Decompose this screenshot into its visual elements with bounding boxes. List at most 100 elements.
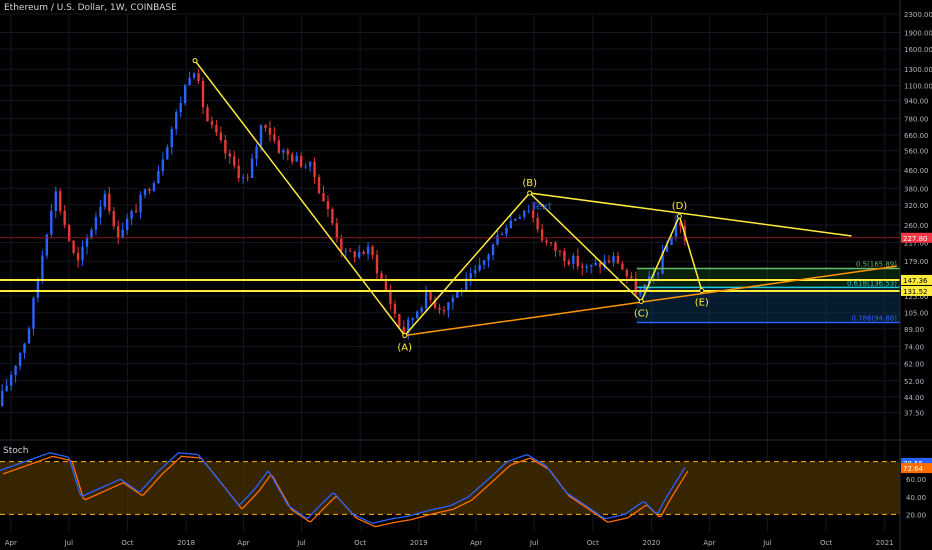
time-tick-label: Jul <box>762 539 772 547</box>
time-tick-label: 2020 <box>643 539 661 547</box>
candle-body <box>536 217 539 230</box>
candle-body <box>465 278 468 291</box>
candle-body <box>273 134 276 141</box>
candle-body <box>523 210 526 217</box>
candle-body <box>456 291 459 298</box>
candle-body <box>5 385 8 391</box>
price-label-text: 227.80 <box>903 235 928 243</box>
candle-body <box>14 365 17 376</box>
candle-body <box>241 177 245 179</box>
candle-body <box>179 102 182 113</box>
candle-body <box>670 236 673 245</box>
candle-body <box>384 278 388 291</box>
candle-body <box>304 166 307 168</box>
pattern-point-marker[interactable] <box>676 213 682 219</box>
pattern-point-label: (C) <box>634 308 649 319</box>
oscillator-band <box>0 461 900 515</box>
candle-body <box>18 353 22 366</box>
candle-body <box>9 375 13 386</box>
candle-body <box>576 255 579 267</box>
candle-body <box>661 251 664 274</box>
price-tick-label: 37.50 <box>904 409 924 417</box>
time-tick-label: Apr <box>470 539 482 547</box>
candle-body <box>585 266 588 268</box>
candle-body <box>567 261 571 265</box>
pattern-point-marker[interactable] <box>402 333 408 339</box>
oscillator-tick-label: 20.00 <box>906 511 926 519</box>
price-tick-label: 1900.00 <box>904 29 932 37</box>
candle-body <box>407 319 410 334</box>
candle-body <box>424 291 428 309</box>
fib-zone-upper <box>636 268 900 288</box>
time-tick-label: Oct <box>820 539 832 547</box>
candle-body <box>63 210 66 226</box>
trendline <box>404 265 897 337</box>
candle-body <box>589 264 593 267</box>
pattern-point-marker[interactable] <box>527 190 533 196</box>
price-tick-label: 74.00 <box>904 344 924 352</box>
price-label-text: 147.36 <box>903 277 928 285</box>
candle-body <box>679 221 682 226</box>
time-tick-label: 2018 <box>177 539 195 547</box>
candle-body <box>616 256 620 264</box>
candle-body <box>157 171 160 184</box>
oscillator-value-text: 72.64 <box>903 465 924 473</box>
price-label-box <box>901 232 932 243</box>
candle-body <box>246 177 249 179</box>
candle-body <box>429 291 432 300</box>
candle-body <box>175 112 178 130</box>
candle-body <box>152 183 156 191</box>
candle-body <box>94 217 98 230</box>
candle-body <box>197 73 200 81</box>
price-tick-label: 1600.00 <box>904 46 932 54</box>
candle-body <box>36 278 40 298</box>
candle-body <box>545 240 548 243</box>
candle-body <box>299 155 303 167</box>
price-tick-label: 89.00 <box>904 326 924 334</box>
pattern-point-marker[interactable] <box>638 298 644 304</box>
candle-body <box>482 260 486 265</box>
candle-body <box>32 297 35 329</box>
candle-body <box>527 210 530 212</box>
pattern-point-marker[interactable] <box>699 288 705 294</box>
candle-body <box>514 218 517 221</box>
time-tick-label: Oct <box>354 539 366 547</box>
time-tick-label: 2019 <box>410 539 428 547</box>
candle-body <box>598 262 602 267</box>
candle-body <box>572 255 575 265</box>
oscillator-label: Stoch <box>3 446 29 456</box>
candle-body <box>393 304 397 314</box>
candle-body <box>67 225 71 241</box>
price-tick-label: 179.00 <box>904 258 929 266</box>
candle-body <box>291 154 294 162</box>
time-tick-label: Jul <box>529 539 539 547</box>
candle-body <box>201 80 205 108</box>
candle-body <box>415 311 419 318</box>
candle-body <box>161 159 165 172</box>
candle-body <box>398 313 401 328</box>
candle-body <box>594 262 597 265</box>
candle-body <box>233 156 236 166</box>
candle-body <box>134 210 138 213</box>
fib-zone-lower <box>636 287 900 323</box>
candle-body <box>27 328 31 344</box>
pattern-point-marker[interactable] <box>192 58 198 64</box>
time-tick-label: Jul <box>296 539 306 547</box>
candle-body <box>643 284 646 293</box>
price-tick-label: 44.00 <box>904 394 924 402</box>
candle-body <box>54 191 57 212</box>
time-tick-label: Apr <box>237 539 249 547</box>
candle-body <box>206 107 209 122</box>
candle-body <box>451 297 455 303</box>
candle-body <box>286 150 289 155</box>
candle-body <box>125 218 129 230</box>
price-label-box <box>901 274 932 285</box>
time-tick-label: Apr <box>5 539 17 547</box>
candle-body <box>121 229 124 238</box>
candle-body <box>335 223 339 239</box>
candle-body <box>72 240 75 253</box>
pattern-point-label: (B) <box>522 178 537 189</box>
candle-body <box>23 343 26 354</box>
